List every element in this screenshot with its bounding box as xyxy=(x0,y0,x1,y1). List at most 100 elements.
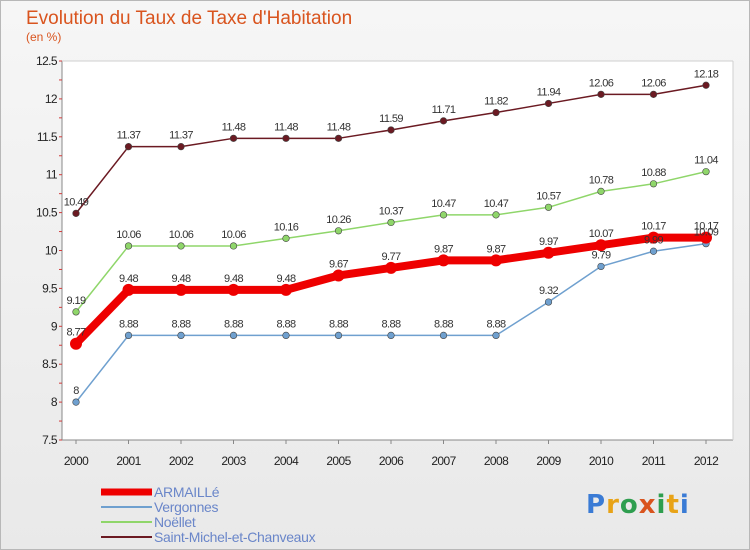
plot-area xyxy=(62,61,733,440)
legend-label: Noëllet xyxy=(154,514,196,530)
data-label: 10.06 xyxy=(221,229,246,241)
legend: ARMAILLéVergonnesNoëlletSaint-Michel-et-… xyxy=(101,484,316,545)
data-point xyxy=(122,283,135,296)
data-label: 9.48 xyxy=(276,273,295,285)
legend-item: Saint-Michel-et-Chanveaux xyxy=(101,529,316,545)
x-tick-label: 2001 xyxy=(116,454,141,468)
data-label: 9.67 xyxy=(329,259,348,271)
data-point xyxy=(439,211,448,219)
data-label: 9.32 xyxy=(539,285,558,297)
data-point xyxy=(649,180,658,188)
data-label: 8.88 xyxy=(224,318,243,330)
y-tick-label: 10 xyxy=(45,244,58,258)
data-label: 10.49 xyxy=(64,196,89,208)
data-label: 10.06 xyxy=(169,229,194,241)
y-tick-label: 10.5 xyxy=(36,206,58,220)
y-tick-label: 7.5 xyxy=(42,433,58,447)
data-label: 10.26 xyxy=(326,214,351,226)
data-point xyxy=(387,126,395,134)
data-point xyxy=(700,231,712,244)
data-label: 9.48 xyxy=(224,273,243,285)
logo-letter: i xyxy=(656,490,667,520)
logo-letter: i xyxy=(679,490,690,520)
series-saint-michel-et-chanveaux xyxy=(72,81,710,217)
data-label: 10.17 xyxy=(694,221,719,233)
data-label: 8.77 xyxy=(66,327,85,339)
data-label: 8.88 xyxy=(329,318,348,330)
data-point xyxy=(229,134,238,142)
data-label: 10.47 xyxy=(431,198,456,210)
data-label: 8.88 xyxy=(381,318,400,330)
x-tick-label: 2002 xyxy=(169,454,194,468)
data-point xyxy=(334,134,343,142)
x-tick-label: 2007 xyxy=(431,454,456,468)
data-label: 8 xyxy=(73,385,79,397)
data-point xyxy=(542,246,555,259)
data-point xyxy=(72,209,80,217)
logo-letter: P xyxy=(586,490,607,520)
data-label: 11.48 xyxy=(274,121,298,133)
legend-item: ARMAILLé xyxy=(101,484,220,500)
data-point xyxy=(490,254,502,267)
data-point xyxy=(332,269,345,282)
series-armaille xyxy=(70,231,712,350)
data-point xyxy=(70,337,82,350)
data-label: 11.37 xyxy=(169,130,193,142)
data-label: 11.37 xyxy=(117,130,141,142)
x-tick-label: 2009 xyxy=(536,454,561,468)
legend-label: ARMAILLé xyxy=(154,484,220,500)
data-point xyxy=(439,117,448,125)
data-label: 11.71 xyxy=(432,104,456,116)
chart-subtitle: (en %) xyxy=(26,30,61,44)
x-tick-label: 2003 xyxy=(221,454,246,468)
data-point xyxy=(597,90,605,98)
data-label: 9.87 xyxy=(434,243,453,255)
data-label: 11.48 xyxy=(222,121,246,133)
data-point xyxy=(177,242,185,250)
y-tick-label: 9.5 xyxy=(42,281,58,295)
data-label: 12.06 xyxy=(589,77,614,89)
data-point xyxy=(282,134,290,142)
data-label: 10.16 xyxy=(274,221,299,233)
data-point xyxy=(124,242,133,250)
data-point xyxy=(280,283,292,296)
data-point xyxy=(595,239,607,252)
data-label: 9.97 xyxy=(539,236,558,248)
data-point xyxy=(544,99,553,108)
data-point xyxy=(544,298,553,306)
y-tick-label: 11 xyxy=(46,168,58,182)
data-label: 10.06 xyxy=(116,229,141,241)
data-point xyxy=(124,331,133,339)
y-tick-label: 9 xyxy=(51,319,58,333)
data-label: 9.48 xyxy=(119,273,138,285)
data-point xyxy=(387,218,395,227)
logo-letter: x xyxy=(638,490,657,520)
x-tick-label: 2011 xyxy=(642,454,666,468)
series-layer xyxy=(70,81,712,406)
data-label: 10.78 xyxy=(589,174,614,186)
data-label: 9.48 xyxy=(171,273,190,285)
data-point xyxy=(282,234,290,242)
data-point xyxy=(492,108,500,117)
proxiti-logo: Proxiti xyxy=(586,490,690,520)
x-tick-label: 2000 xyxy=(64,454,89,468)
data-point xyxy=(492,331,500,339)
data-point xyxy=(649,90,658,98)
data-labels-layer: 10.49 11.37 11.37 11.48 11.48 11.48 11.59 11.71… xyxy=(64,68,720,397)
data-point xyxy=(439,331,448,339)
legend-item: Vergonnes xyxy=(101,499,219,515)
legend-label: Saint-Michel-et-Chanveaux xyxy=(154,529,316,545)
data-point xyxy=(387,331,395,339)
logo-letter: o xyxy=(619,490,639,520)
data-point xyxy=(72,308,80,316)
data-point xyxy=(492,211,500,219)
data-point xyxy=(597,262,605,271)
y-tick-label: 12 xyxy=(45,92,58,106)
data-point xyxy=(702,168,710,176)
data-label: 10.09 xyxy=(694,227,719,239)
y-tick-label: 8.5 xyxy=(42,357,58,371)
data-label: 8.88 xyxy=(486,318,505,330)
data-label: 12.18 xyxy=(694,68,719,80)
data-label: 10.88 xyxy=(641,167,666,179)
x-tick-label: 2010 xyxy=(589,454,614,468)
